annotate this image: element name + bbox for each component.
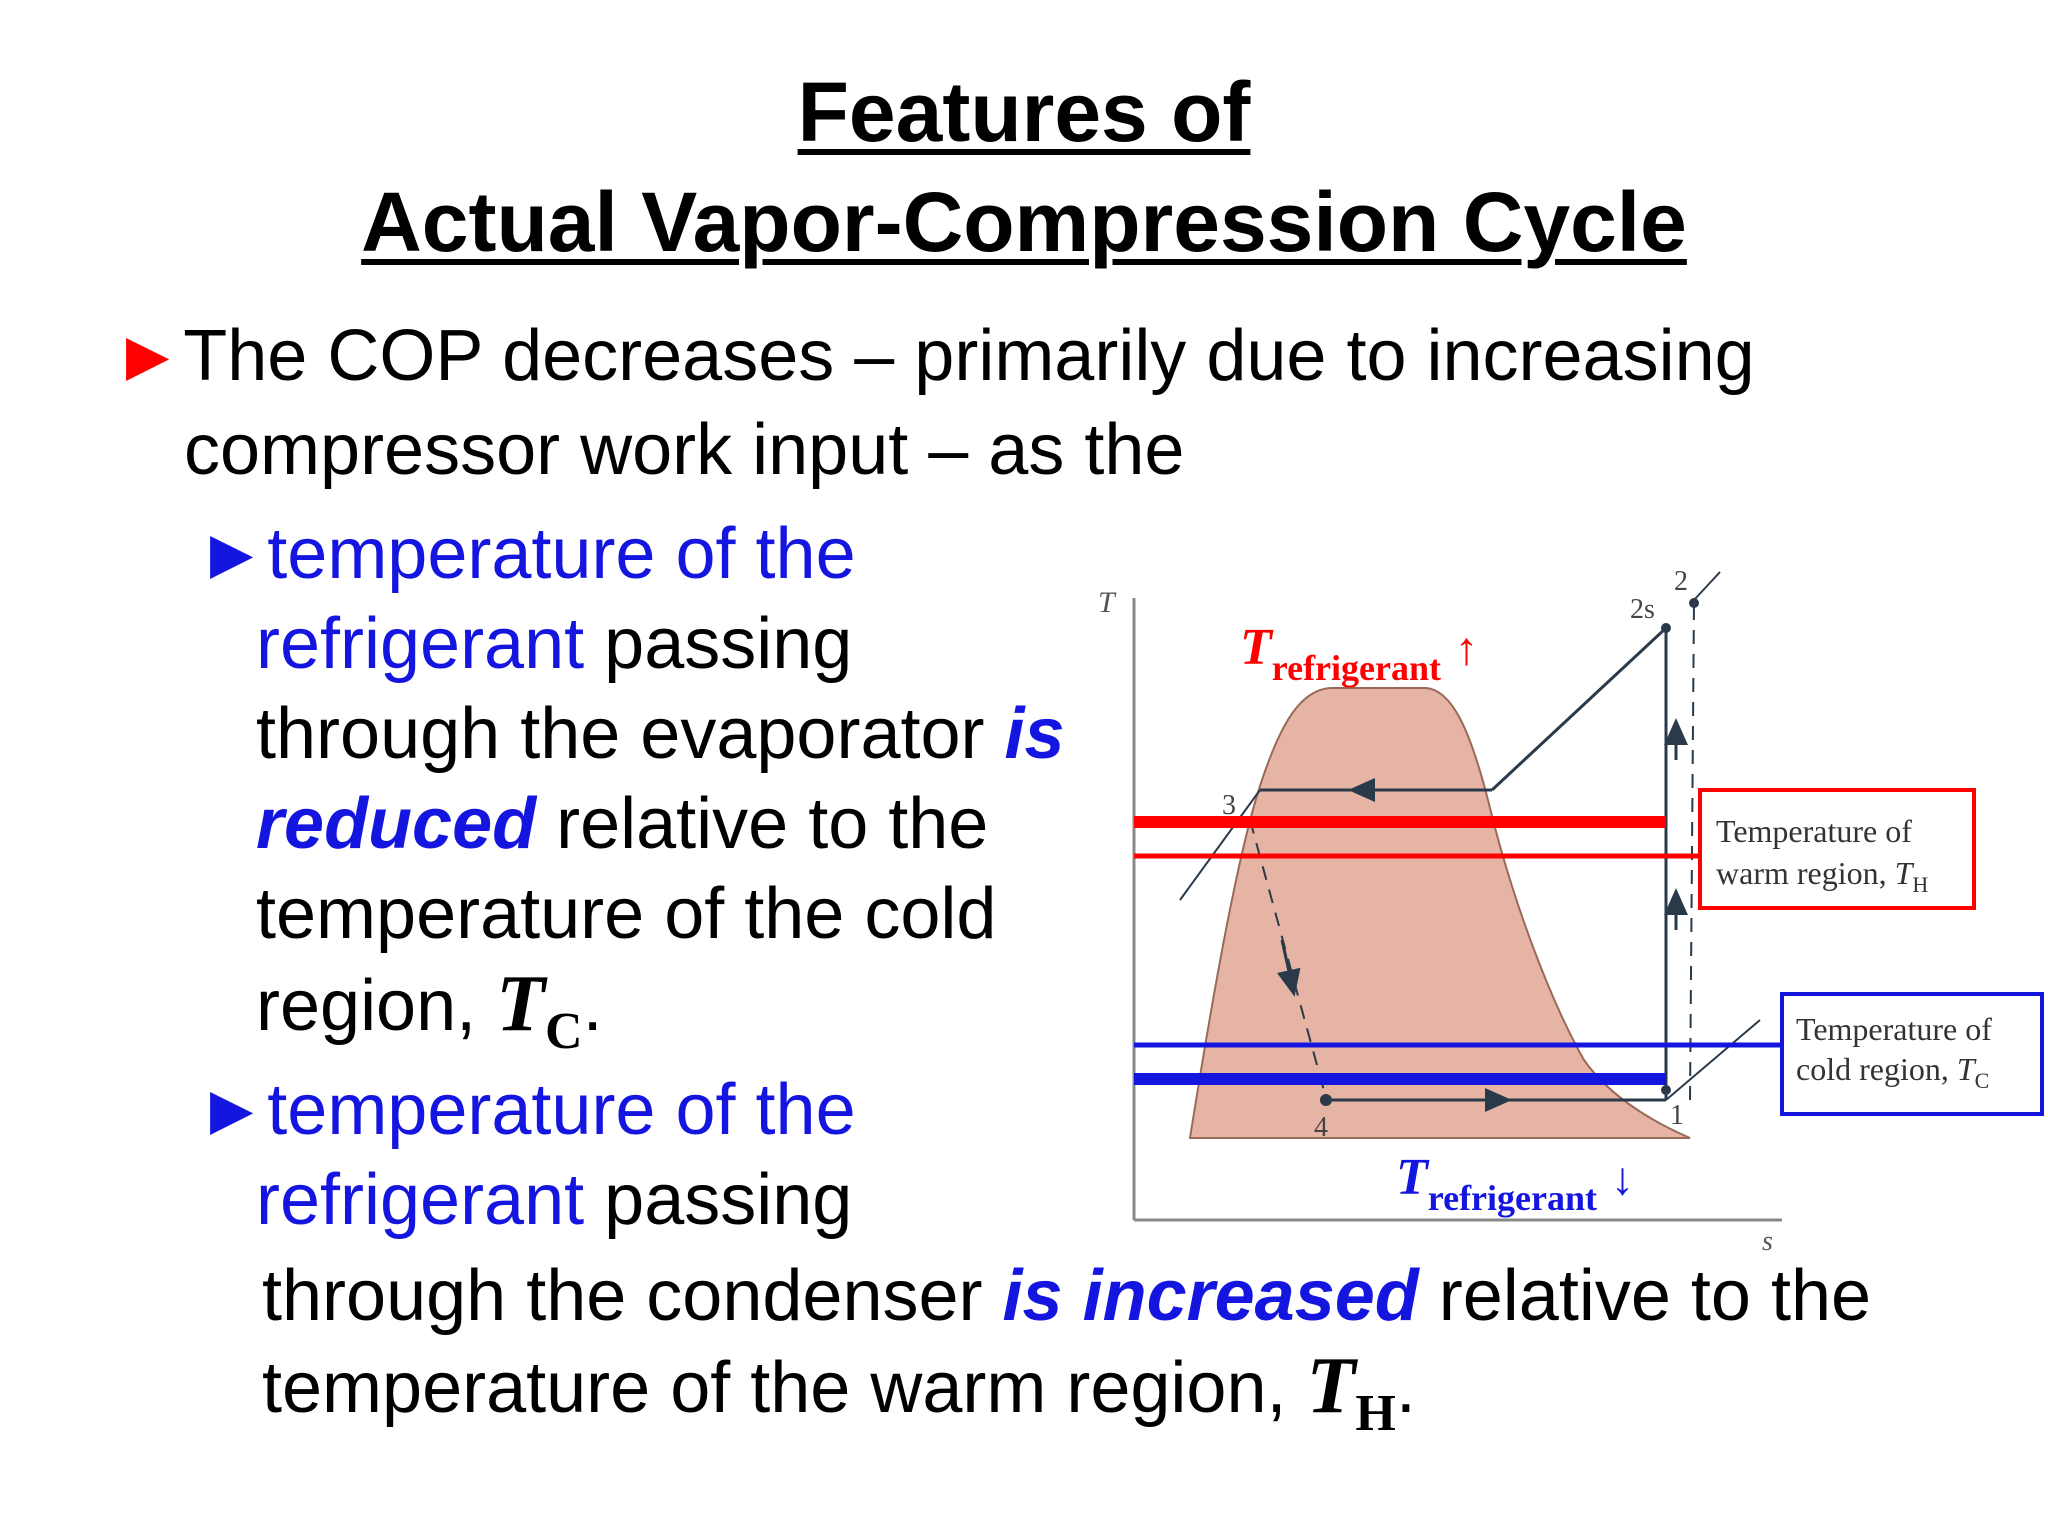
cold-box-line-1: Temperature of xyxy=(1796,1011,1992,1047)
sub1-passing: passing xyxy=(584,604,853,684)
bullet-marker-icon: ► xyxy=(112,316,184,396)
state-label-1: 1 xyxy=(1670,1100,1684,1131)
sub1-line-1: ►temperature of the xyxy=(196,510,856,598)
sub1-relative: relative to the xyxy=(536,784,989,864)
sub-bullet-marker-icon-2: ► xyxy=(196,1070,268,1150)
sub2-passing: passing xyxy=(584,1160,853,1240)
cold-box-line-2: cold region, TC xyxy=(1796,1051,1989,1093)
sub2-relative: relative to the xyxy=(1418,1256,1872,1336)
warm-box-line-2: warm region, TH xyxy=(1716,855,1928,897)
sub1-line-4: reduced relative to the xyxy=(256,780,988,868)
sub1-emph-reduced: reduced xyxy=(256,784,537,864)
cold-region-box xyxy=(1780,992,2044,1116)
title-line-2: Actual Vapor-Compression Cycle xyxy=(361,175,1687,269)
sub2-condenser-text: through the condenser xyxy=(262,1256,1003,1336)
sub2-line-1: ►temperature of the xyxy=(196,1066,856,1154)
warm-region-box xyxy=(1698,788,1976,910)
sub1-subscript-c: C xyxy=(545,1003,583,1060)
state-label-2: 2 xyxy=(1674,566,1688,597)
sub2-line-3: through the condenser is increased relat… xyxy=(262,1252,1871,1340)
sub2-subscript-h: H xyxy=(1355,1385,1396,1442)
sub2-line-2: refrigerant passing xyxy=(256,1156,852,1244)
state-label-2s: 2s xyxy=(1630,594,1655,625)
main-bullet-line-1: ►The COP decreases – primarily due to in… xyxy=(112,312,1755,400)
sub1-region: region, xyxy=(256,966,497,1046)
ideal-compression-line xyxy=(1689,599,1695,1101)
warm-box-line-1: Temperature of xyxy=(1716,813,1912,849)
main-bullet-line-2: compressor work input – as the xyxy=(184,410,1185,490)
state1-extension xyxy=(1665,1019,1761,1101)
state-label-3: 3 xyxy=(1222,790,1236,821)
expansion-line xyxy=(1249,819,1327,1099)
state-point-1 xyxy=(1661,1085,1671,1095)
state-point-2s xyxy=(1661,623,1671,633)
sub-bullet-marker-icon: ► xyxy=(196,514,268,594)
sub1-line-2: refrigerant passing xyxy=(256,600,852,688)
sub2-refrigerant: refrigerant xyxy=(256,1160,585,1240)
superheat-line-ext xyxy=(1693,571,1721,601)
state-point-4 xyxy=(1320,1094,1332,1106)
main-bullet-text-1: The COP decreases – primarily due to inc… xyxy=(183,316,1755,396)
sub1-symbol-t: T xyxy=(496,960,546,1048)
state-label-4: 4 xyxy=(1314,1112,1328,1143)
sub1-refrigerant: refrigerant xyxy=(256,604,585,684)
sub1-text-1: temperature of the xyxy=(267,514,856,594)
expansion-arrow xyxy=(1277,939,1301,997)
sub1-evaporator-text: through the evaporator xyxy=(256,694,1005,774)
superheat-line xyxy=(1490,626,1668,792)
axis-s-label: s xyxy=(1762,1226,1773,1257)
sub1-emph-is: is xyxy=(1004,694,1065,774)
state-point-2 xyxy=(1689,598,1699,608)
sub2-text-1: temperature of the xyxy=(267,1070,856,1150)
axis-t-label: T xyxy=(1098,586,1117,619)
t-refrigerant-down-label: Trefrigerant ↓ xyxy=(1396,1149,1634,1218)
sub2-symbol-t: T xyxy=(1306,1342,1356,1430)
sub2-period: . xyxy=(1395,1348,1416,1428)
sub1-line-3: through the evaporator is xyxy=(256,690,1065,778)
subcool-line xyxy=(1179,789,1261,901)
sub2-warm-region: temperature of the warm region, xyxy=(262,1348,1307,1428)
sub1-line-6: region, TC. xyxy=(256,960,603,1060)
sub1-line-5: temperature of the cold xyxy=(256,874,997,954)
saturation-dome xyxy=(1188,687,1691,1139)
sub2-line-4: temperature of the warm region, TH. xyxy=(262,1342,1416,1442)
sub2-emph-increased: is increased xyxy=(1002,1256,1419,1336)
t-refrigerant-up-label: Trefrigerant ↑ xyxy=(1240,619,1478,688)
sub1-period: . xyxy=(582,966,603,1046)
title-line-1: Features of xyxy=(797,65,1251,159)
